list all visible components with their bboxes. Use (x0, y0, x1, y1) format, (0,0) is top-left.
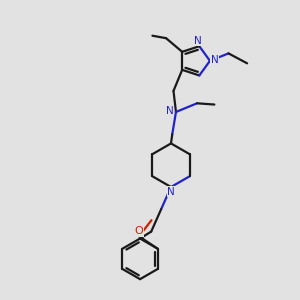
Text: N: N (167, 187, 175, 197)
Text: N: N (211, 55, 218, 64)
Text: O: O (134, 226, 143, 236)
Text: N: N (166, 106, 174, 116)
Text: N: N (194, 36, 202, 46)
